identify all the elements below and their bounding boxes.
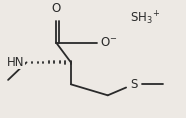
Text: HN: HN	[7, 56, 25, 69]
Text: O$^{-}$: O$^{-}$	[100, 36, 118, 49]
Text: O: O	[52, 2, 61, 15]
Text: SH$_{3}$$^{+}$: SH$_{3}$$^{+}$	[130, 10, 160, 27]
Text: S: S	[130, 78, 137, 91]
